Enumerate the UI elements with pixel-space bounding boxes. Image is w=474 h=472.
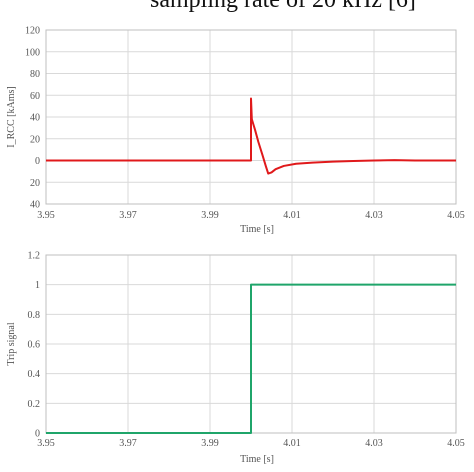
x-axis-title: Time [s] — [240, 454, 274, 465]
y-tick-label: 1.2 — [28, 251, 41, 262]
x-tick-label: 3.95 — [37, 210, 55, 221]
x-tick-label: 3.95 — [37, 438, 55, 449]
x-tick-label: 4.01 — [283, 210, 301, 221]
x-tick-label: 4.05 — [447, 438, 465, 449]
y-tick-label: 20 — [30, 134, 40, 145]
y-tick-label: 0 — [35, 156, 40, 167]
y-axis-title: I_RCC [kAms] — [6, 86, 17, 147]
y-tick-label: 40 — [30, 113, 40, 124]
caption-text: sampling rate of 20 kHz [6] — [150, 0, 416, 13]
y-tick-label: 1 — [35, 280, 40, 291]
trip-signal-series-line — [46, 283, 456, 434]
x-tick-label: 3.99 — [201, 438, 219, 449]
x-tick-label: 3.97 — [119, 438, 137, 449]
y-tick-label: 0 — [35, 429, 40, 440]
current-series-line — [46, 97, 456, 175]
x-tick-label: 4.03 — [365, 438, 383, 449]
trip-signal-chart: 3.95 3.97 3.99 4.01 4.03 4.05 0 0.2 0.4 0.6 0.8 1 1.… — [6, 251, 465, 466]
plot-frame — [45, 29, 457, 205]
x-tick-label: 3.97 — [119, 210, 137, 221]
figure-caption-fragment: sampling rate of 20 kHz [6] — [0, 0, 474, 24]
current-chart: 3.95 3.97 3.99 4.01 4.03 4.05 40 20 0 20 40 60 80 100… — [6, 26, 465, 236]
y-tick-label: 0.2 — [28, 399, 41, 410]
x-tick-label: 4.03 — [365, 210, 383, 221]
y-tick-label: 0.4 — [28, 369, 41, 380]
y-axis-title: Trip signal — [6, 322, 17, 365]
x-tick-label: 4.01 — [283, 438, 301, 449]
y-tick-label: 100 — [25, 47, 40, 58]
x-tick-label: 3.99 — [201, 210, 219, 221]
x-axis-title: Time [s] — [240, 224, 274, 235]
x-tick-label: 4.05 — [447, 210, 465, 221]
y-tick-label: 60 — [30, 91, 40, 102]
y-tick-label: 20 — [30, 178, 40, 189]
y-tick-label: 80 — [30, 69, 40, 80]
y-tick-label: 0.8 — [28, 310, 41, 321]
y-tick-label: 120 — [25, 26, 40, 37]
y-tick-label: 40 — [30, 200, 40, 211]
y-tick-label: 0.6 — [28, 340, 41, 351]
